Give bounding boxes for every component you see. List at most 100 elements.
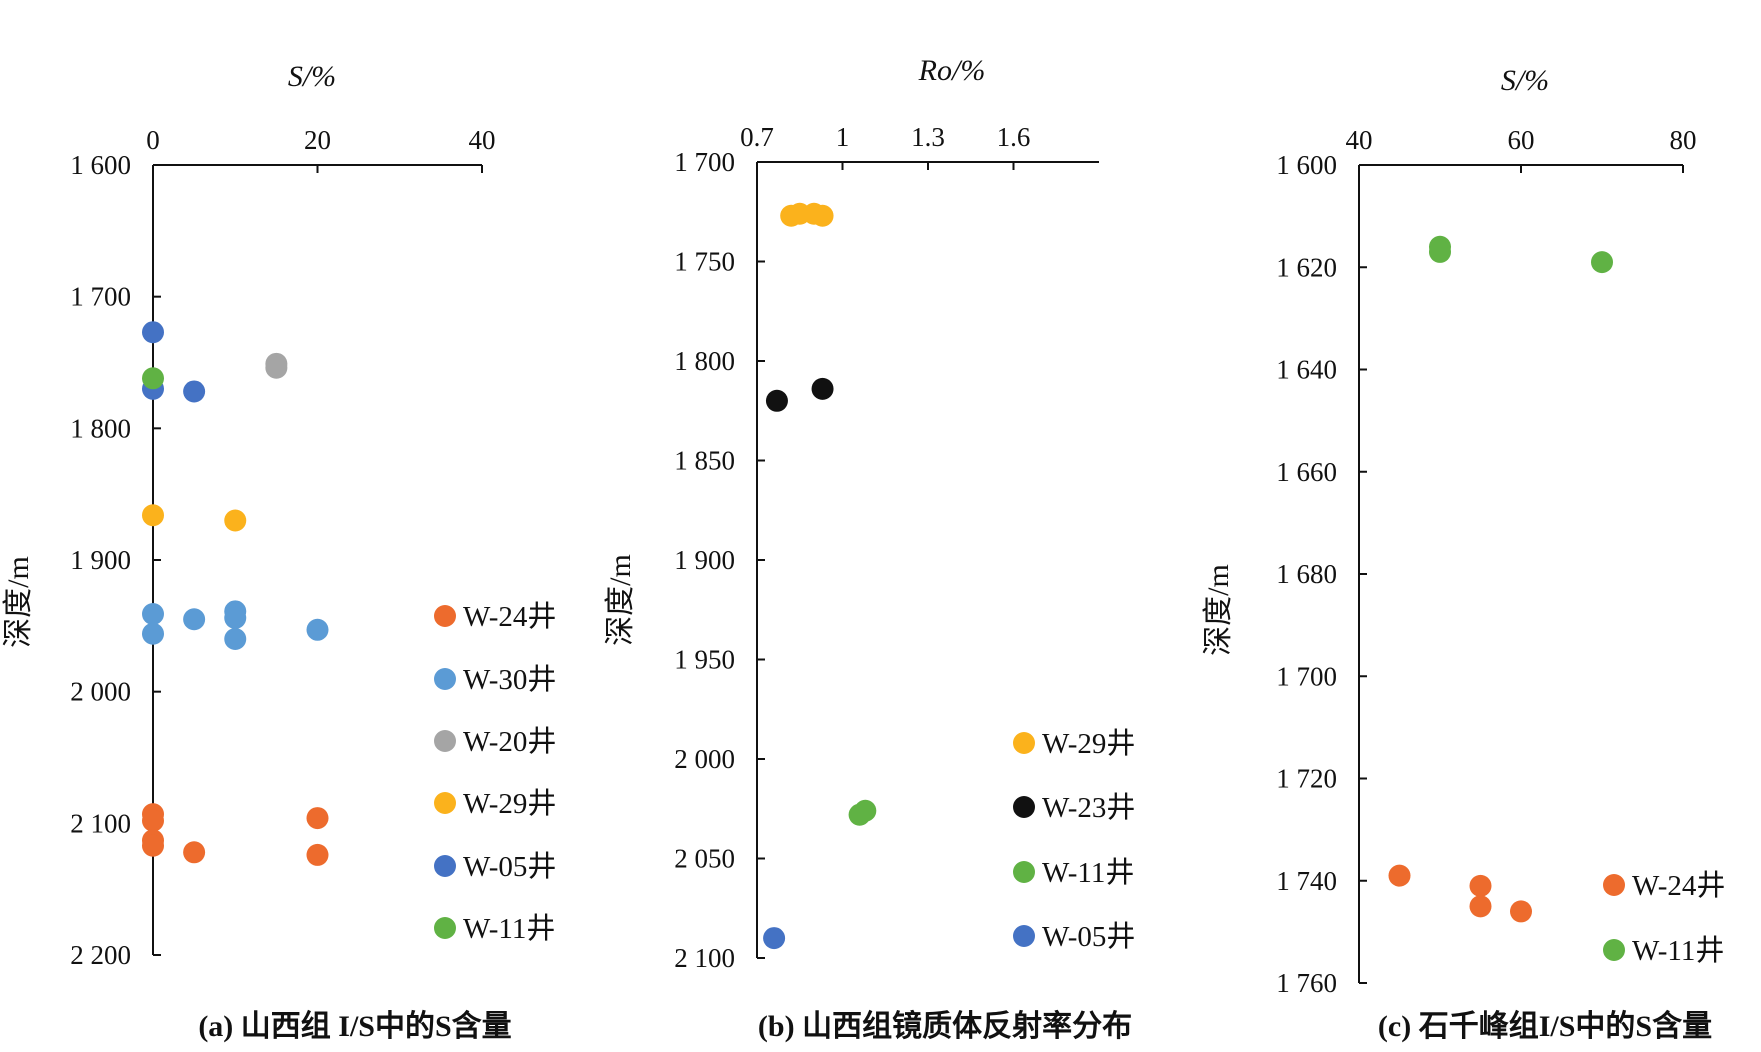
- legend-label: W-20井: [463, 725, 556, 758]
- data-point: [142, 834, 164, 857]
- panel-caption: (c) 石千峰组I/S中的S含量: [1378, 1009, 1712, 1043]
- y-tick-label: 2 200: [70, 940, 131, 970]
- y-tick-label: 1 850: [674, 446, 735, 476]
- x-axis-title: S/%: [1501, 64, 1549, 97]
- panel-caption: (a) 山西组 I/S中的S含量: [198, 1009, 511, 1043]
- legend-label: W-23井: [1042, 791, 1135, 824]
- legend-label: W-30井: [463, 663, 556, 696]
- data-point: [224, 628, 247, 650]
- panel-a: 0 20 40 1 600 1 700 1 800 1 900 2 000 2 100 2 200…: [2, 60, 556, 1043]
- panel-b: 0.7 1 1.3 1.6 1 700 1 750 1 800 1 850 1 900 1 950…: [604, 54, 1135, 1043]
- data-point: [1388, 864, 1411, 887]
- y-tick-label: 1 680: [1276, 559, 1337, 589]
- y-tick-label: 1 800: [674, 346, 735, 376]
- y-tick-label: 2 100: [70, 808, 131, 838]
- panel-c: 40 60 80 1 600 1 620 1 640 1 660 1 680 1 700 1 72…: [1202, 64, 1725, 1043]
- data-point: [854, 799, 877, 822]
- x-tick-label: 40: [469, 125, 496, 155]
- legend-marker: [434, 917, 456, 939]
- y-axis-title: 深度/m: [604, 554, 637, 646]
- data-point: [224, 606, 247, 629]
- data-point: [183, 841, 206, 864]
- legend-label: W-05井: [463, 850, 556, 883]
- legend-marker: [1013, 796, 1035, 818]
- y-tick-label: 2 000: [70, 677, 131, 707]
- data-point: [1429, 240, 1451, 263]
- data-point: [306, 618, 329, 641]
- x-tick-label: 1.6: [997, 122, 1031, 152]
- x-tick-label: 20: [304, 125, 331, 155]
- data-point: [765, 389, 788, 412]
- legend-marker: [1603, 939, 1625, 961]
- data-point: [142, 367, 164, 390]
- data-point: [811, 204, 834, 227]
- legend-marker: [434, 855, 456, 877]
- x-tick-label: 60: [1508, 125, 1535, 155]
- legend-marker: [1013, 732, 1035, 754]
- legend-marker: [1013, 861, 1035, 883]
- data-point: [142, 321, 164, 344]
- data-point: [306, 807, 329, 830]
- data-point: [1469, 895, 1492, 918]
- y-tick-label: 2 050: [674, 844, 735, 874]
- legend-marker: [1013, 925, 1035, 947]
- data-point: [142, 622, 164, 645]
- y-tick-label: 1 950: [674, 645, 735, 675]
- legend-label: W-11井: [1042, 856, 1134, 889]
- x-axis-title: S/%: [288, 60, 336, 93]
- y-tick-label: 1 600: [70, 150, 131, 180]
- legend-marker: [1603, 874, 1625, 896]
- x-tick-label: 1: [836, 122, 850, 152]
- legend-marker: [434, 792, 456, 814]
- legend-marker: [434, 605, 456, 627]
- legend-label: W-24井: [463, 600, 556, 633]
- data-point: [265, 356, 288, 379]
- legend-marker: [434, 730, 456, 752]
- y-tick-label: 1 700: [674, 147, 735, 177]
- x-tick-label: 80: [1670, 125, 1697, 155]
- y-tick-label: 1 740: [1276, 866, 1337, 896]
- legend-marker: [434, 668, 456, 690]
- data-point: [224, 509, 247, 532]
- data-point: [1510, 900, 1532, 923]
- data-point: [183, 380, 206, 403]
- x-tick-label: 40: [1346, 125, 1373, 155]
- y-tick-label: 1 700: [70, 282, 131, 312]
- y-tick-label: 1 750: [674, 247, 735, 277]
- panel-caption: (b) 山西组镜质体反射率分布: [758, 1009, 1132, 1043]
- legend-label: W-05井: [1042, 920, 1135, 953]
- legend-label: W-29井: [463, 787, 556, 820]
- y-axis-title: 深度/m: [2, 556, 35, 648]
- x-tick-label: 0: [146, 125, 160, 155]
- y-tick-label: 1 760: [1276, 968, 1337, 998]
- data-point: [1591, 251, 1613, 274]
- y-tick-label: 1 700: [1276, 661, 1337, 691]
- x-tick-label: 1.3: [911, 122, 945, 152]
- y-tick-label: 1 720: [1276, 764, 1337, 794]
- data-point: [142, 602, 164, 625]
- x-tick-label: 0.7: [740, 122, 774, 152]
- y-tick-label: 1 620: [1276, 252, 1337, 282]
- y-tick-label: 1 800: [70, 413, 131, 443]
- y-tick-label: 2 100: [674, 943, 735, 973]
- y-tick-label: 2 000: [674, 744, 735, 774]
- data-point: [811, 377, 834, 400]
- legend-label: W-11井: [463, 912, 555, 945]
- data-point: [306, 843, 329, 866]
- data-point: [142, 504, 164, 527]
- legend-label: W-11井: [1632, 934, 1724, 967]
- data-point: [183, 608, 206, 631]
- data-point: [1469, 874, 1492, 897]
- legend-label: W-29井: [1042, 727, 1135, 760]
- data-point: [763, 927, 786, 950]
- y-tick-label: 1 660: [1276, 457, 1337, 487]
- x-axis-title: Ro/%: [918, 54, 986, 87]
- y-axis-title: 深度/m: [1202, 564, 1235, 656]
- y-tick-label: 1 640: [1276, 355, 1337, 385]
- data-point: [142, 809, 164, 832]
- y-tick-label: 1 600: [1276, 150, 1337, 180]
- legend-label: W-24井: [1632, 869, 1725, 902]
- y-tick-label: 1 900: [674, 545, 735, 575]
- y-tick-label: 1 900: [70, 545, 131, 575]
